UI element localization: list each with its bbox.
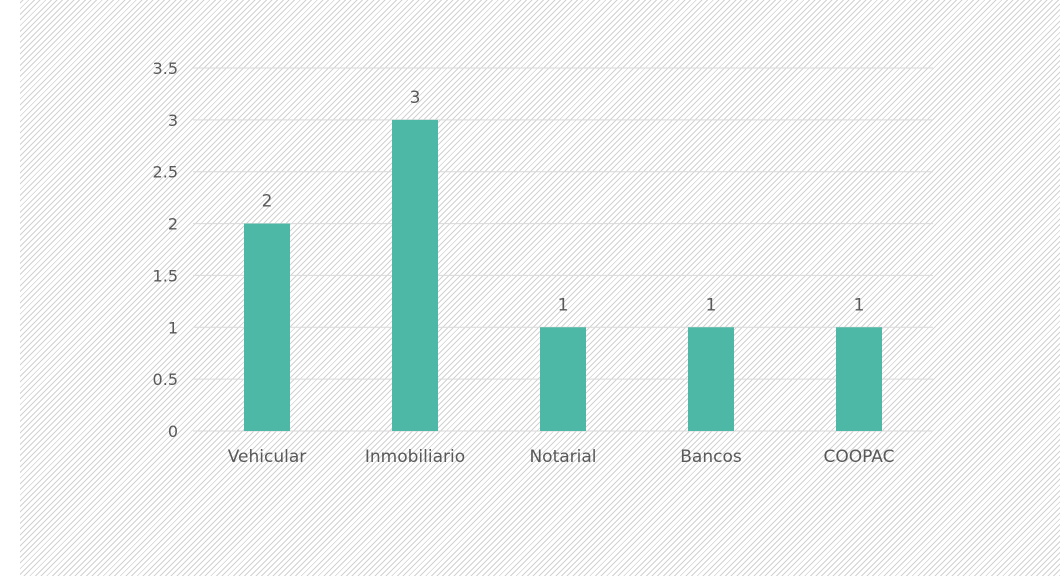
data-label: 1 <box>854 295 865 315</box>
y-tick-label: 3 <box>168 111 178 130</box>
bar <box>244 223 290 431</box>
bar <box>836 327 882 431</box>
bars <box>244 119 882 431</box>
y-tick-label: 1 <box>168 318 178 337</box>
x-tick-label: COOPAC <box>824 447 895 467</box>
y-tick-label: 2 <box>168 215 178 234</box>
y-tick-label: 0.5 <box>153 370 178 389</box>
y-tick-label: 2.5 <box>153 163 178 182</box>
y-tick-label: 1.5 <box>153 266 178 285</box>
data-label: 3 <box>410 88 421 108</box>
data-label: 1 <box>706 295 717 315</box>
data-label: 2 <box>262 192 273 212</box>
x-axis-labels: Vehicular Inmobiliario Notarial Bancos COOPA… <box>228 447 895 467</box>
x-tick-label: Notarial <box>529 447 596 467</box>
bar <box>392 119 438 431</box>
x-tick-label: Inmobiliario <box>365 447 465 467</box>
y-axis-ticks: 0 0.5 1 1.5 2 2.5 3 3.5 <box>153 59 178 441</box>
y-tick-label: 3.5 <box>153 59 178 78</box>
bar <box>688 327 734 431</box>
x-tick-label: Vehicular <box>228 447 307 467</box>
data-labels: 2 3 1 1 1 <box>262 88 865 315</box>
y-tick-label: 0 <box>168 422 178 441</box>
data-label: 1 <box>558 295 569 315</box>
bar <box>540 327 586 431</box>
x-tick-label: Bancos <box>680 447 742 467</box>
